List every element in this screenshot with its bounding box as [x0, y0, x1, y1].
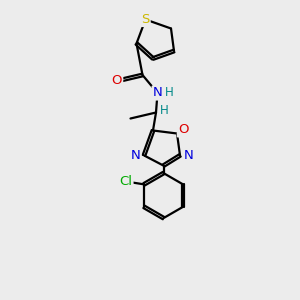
- Text: N: N: [131, 149, 140, 163]
- Text: O: O: [178, 123, 188, 136]
- Text: H: H: [165, 86, 174, 99]
- Text: H: H: [160, 104, 169, 118]
- Text: S: S: [141, 13, 150, 26]
- Text: N: N: [184, 149, 193, 163]
- Text: N: N: [153, 86, 162, 100]
- Text: O: O: [112, 74, 122, 88]
- Text: Cl: Cl: [119, 175, 133, 188]
